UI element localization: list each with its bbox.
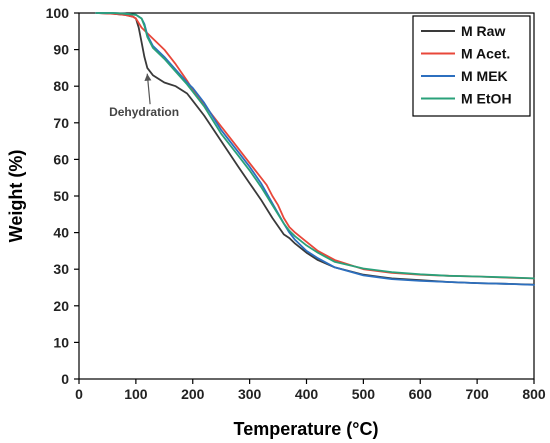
x-axis-title: Temperature (°C) [234, 419, 379, 439]
annotations: Dehydration [109, 73, 179, 119]
y-axis-title: Weight (%) [6, 150, 26, 243]
y-tick-label: 80 [53, 78, 69, 94]
x-tick-label: 700 [465, 386, 489, 402]
legend-label: M MEK [461, 68, 508, 84]
y-tick-label: 30 [53, 261, 69, 277]
annotation-arrowhead [144, 73, 152, 82]
y-tick-label: 100 [46, 5, 70, 21]
x-tick-label: 600 [409, 386, 433, 402]
y-tick-label: 90 [53, 42, 69, 58]
y-tick-label: 20 [53, 298, 69, 314]
y-axis-ticks: 0 10 20 30 40 50 60 70 80 90 100 [46, 5, 79, 387]
x-tick-label: 0 [75, 386, 83, 402]
x-tick-label: 100 [124, 386, 148, 402]
x-axis-ticks: 0 100 200 300 400 500 600 700 800 [75, 379, 546, 402]
x-tick-label: 400 [295, 386, 319, 402]
y-tick-label: 0 [61, 371, 69, 387]
x-tick-label: 500 [352, 386, 376, 402]
x-tick-label: 800 [522, 386, 546, 402]
y-tick-label: 40 [53, 225, 69, 241]
legend-label: M Raw [461, 23, 505, 39]
series-line-m-etoh [95, 12, 535, 280]
y-tick-label: 50 [53, 188, 69, 204]
annotation-label: Dehydration [109, 105, 179, 119]
legend: M Raw M Acet. M MEK M EtOH [412, 15, 531, 117]
legend-label: M Acet. [461, 46, 510, 62]
series-lines [95, 12, 535, 286]
y-tick-label: 70 [53, 115, 69, 131]
x-tick-label: 200 [181, 386, 205, 402]
y-tick-label: 60 [53, 151, 69, 167]
y-tick-label: 10 [53, 334, 69, 350]
x-tick-label: 300 [238, 386, 262, 402]
legend-label: M EtOH [461, 91, 512, 107]
